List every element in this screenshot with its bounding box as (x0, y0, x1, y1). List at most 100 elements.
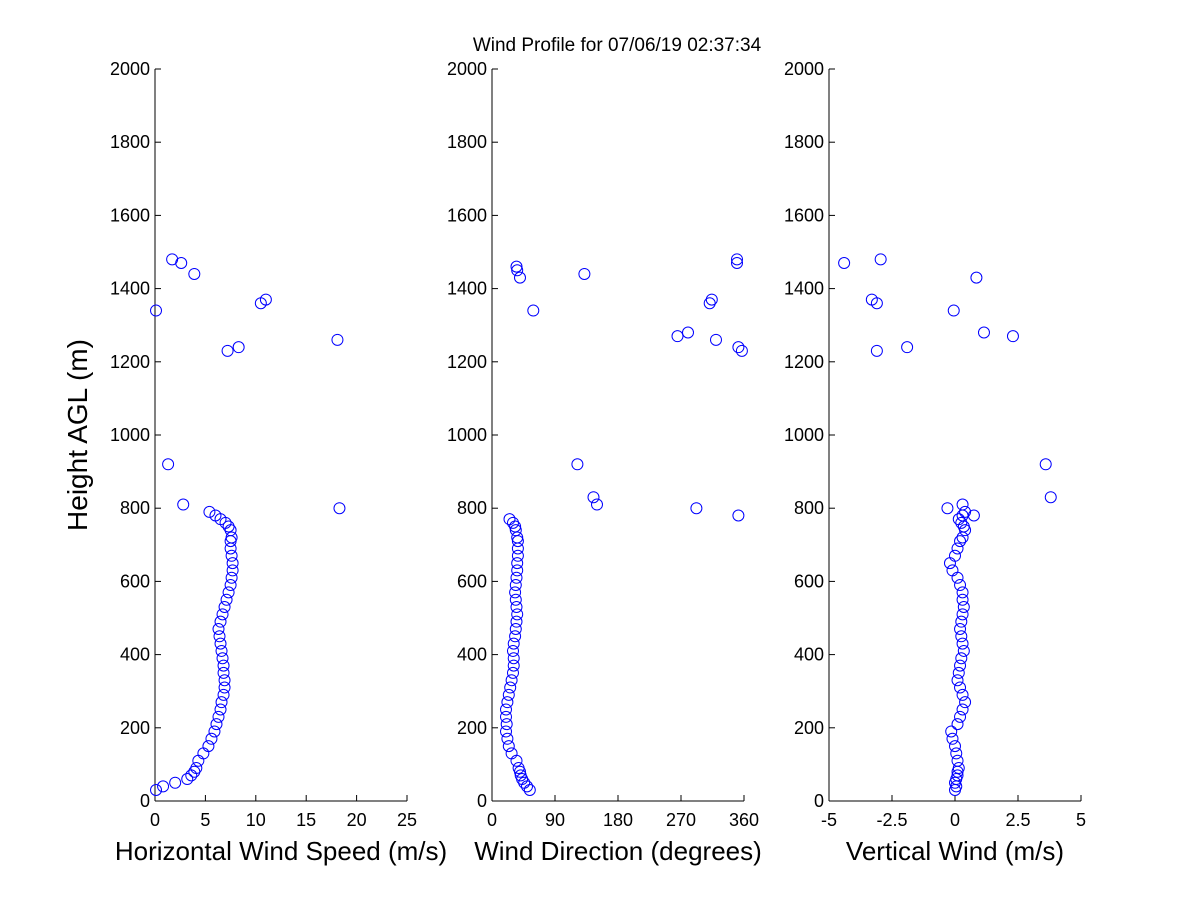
data-point-speed (222, 520, 235, 533)
data-point-vertical (956, 586, 969, 599)
data-point-vertical (956, 498, 969, 511)
y-tick-label: 800 (794, 498, 824, 518)
data-point-speed (232, 341, 245, 354)
x-tick-label: 15 (296, 810, 316, 830)
data-point-direction (671, 330, 684, 343)
data-point-vertical (949, 549, 961, 562)
data-point-speed (190, 762, 203, 775)
y-tick-label: 1200 (784, 352, 824, 372)
x-tick-label: 90 (545, 810, 565, 830)
data-point-speed (217, 666, 230, 679)
x-tick-label: 0 (487, 810, 497, 830)
data-point-speed (214, 615, 227, 628)
x-tick-label: 0 (950, 810, 960, 830)
data-point-speed (218, 601, 231, 614)
y-tick-label: 2000 (784, 59, 824, 79)
data-point-speed (224, 579, 237, 592)
data-point-vertical (1039, 458, 1052, 471)
data-point-speed (214, 637, 227, 650)
data-point-direction (511, 564, 524, 577)
data-point-direction (682, 326, 694, 339)
data-point-direction (505, 674, 518, 687)
y-tick-label: 1000 (447, 425, 487, 445)
data-point-speed (221, 344, 234, 357)
data-point-speed (210, 718, 223, 731)
data-point-direction (507, 659, 520, 672)
data-point-vertical (838, 256, 851, 269)
y-tick-label: 200 (120, 718, 150, 738)
data-point-speed (208, 725, 221, 738)
x-tick-label: -2.5 (876, 810, 907, 830)
data-point-vertical (1044, 491, 1057, 504)
data-point-vertical (874, 253, 887, 266)
y-tick-label: 1600 (447, 205, 487, 225)
data-point-direction (507, 666, 519, 679)
y-tick-label: 200 (794, 718, 824, 738)
data-point-vertical (956, 688, 969, 701)
data-point-direction (523, 784, 536, 797)
data-point-direction (710, 333, 722, 346)
data-point-direction (509, 579, 522, 592)
data-point-direction (527, 304, 540, 317)
y-tick-label: 400 (120, 645, 150, 665)
data-point-speed (192, 754, 205, 767)
data-point-speed (212, 622, 225, 635)
data-point-direction (510, 260, 523, 273)
data-point-vertical (959, 696, 972, 709)
y-tick-label: 1800 (447, 132, 487, 152)
data-point-direction (587, 491, 600, 504)
y-tick-label: 0 (477, 791, 487, 811)
data-point-vertical (951, 769, 964, 782)
data-point-speed (259, 293, 272, 306)
data-point-vertical (941, 502, 954, 515)
data-point-vertical (957, 601, 970, 614)
vertical-wind-panel: 0 200 400 600 800 1000 1200 1400 1600 1800 2000 -5 -… (784, 59, 1086, 866)
data-point-vertical (959, 505, 972, 518)
data-point-speed (333, 502, 346, 515)
data-point-vertical (870, 297, 883, 310)
figure-title: Wind Profile for 07/06/19 02:37:34 (473, 35, 762, 56)
data-point-speed (166, 253, 179, 266)
x-tick-label: 180 (603, 810, 633, 830)
data-point-direction (507, 516, 519, 529)
data-point-vertical (954, 659, 967, 672)
data-point-speed (216, 652, 229, 665)
x-tick-label: 20 (347, 810, 367, 830)
data-point-vertical (957, 520, 970, 533)
data-point-speed (162, 458, 175, 471)
x-tick-label: 25 (397, 810, 417, 830)
x-axis-label-speed: Horizontal Wind Speed (m/s) (115, 836, 447, 866)
data-point-direction (690, 502, 703, 515)
data-point-direction (514, 271, 526, 284)
y-tick-label: 1800 (784, 132, 824, 152)
data-point-speed (150, 304, 163, 317)
data-point-speed (218, 674, 231, 687)
data-point-speed (197, 747, 210, 760)
data-point-speed (224, 535, 237, 548)
data-point-speed (215, 644, 228, 657)
data-point-speed (212, 710, 225, 723)
y-tick-label: 400 (794, 645, 824, 665)
y-tick-label: 200 (457, 718, 487, 738)
data-point-vertical (954, 681, 967, 694)
y-tick-label: 1000 (784, 425, 824, 445)
data-point-direction (502, 740, 515, 753)
x-tick-label: 10 (246, 810, 266, 830)
data-point-direction (703, 297, 716, 310)
data-point-speed (188, 267, 201, 280)
data-point-vertical (946, 732, 959, 745)
data-point-speed (225, 549, 238, 562)
data-point-vertical (947, 304, 960, 317)
data-point-direction (510, 601, 523, 614)
y-tick-label: 1200 (447, 352, 487, 372)
data-point-direction (510, 571, 523, 584)
x-tick-label: 5 (1076, 810, 1086, 830)
data-point-direction (500, 710, 512, 723)
wind-direction-panel: 0 200 400 600 800 1000 1200 1400 1600 1800 2000 0 90… (447, 59, 762, 866)
data-point-direction (571, 458, 584, 471)
data-point-vertical (956, 703, 969, 716)
y-tick-label: 600 (120, 571, 150, 591)
data-point-direction (591, 498, 603, 511)
data-point-vertical (1006, 330, 1019, 343)
data-point-speed (215, 696, 228, 709)
